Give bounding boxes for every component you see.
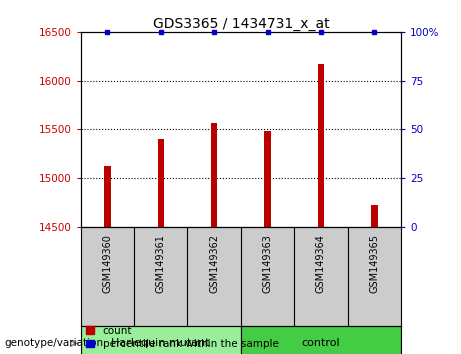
Text: GSM149362: GSM149362 [209,234,219,293]
Text: GSM149363: GSM149363 [263,234,272,293]
Bar [211,123,218,227]
Text: GSM149364: GSM149364 [316,234,326,293]
Bar [264,131,271,227]
Bar [371,205,378,227]
Text: GSM149360: GSM149360 [102,234,112,293]
Bar [318,64,324,227]
Legend: count, percentile rank within the sample: count, percentile rank within the sample [86,326,278,349]
Bar [241,326,401,354]
Bar [81,326,241,354]
Text: GSM149361: GSM149361 [156,234,166,293]
Text: Harlequin mutant: Harlequin mutant [112,338,210,348]
Text: control: control [301,338,340,348]
Bar [104,166,111,227]
Title: GDS3365 / 1434731_x_at: GDS3365 / 1434731_x_at [153,17,329,31]
Text: genotype/variation: genotype/variation [5,338,104,348]
Text: GSM149365: GSM149365 [369,234,379,293]
Bar [158,139,164,227]
